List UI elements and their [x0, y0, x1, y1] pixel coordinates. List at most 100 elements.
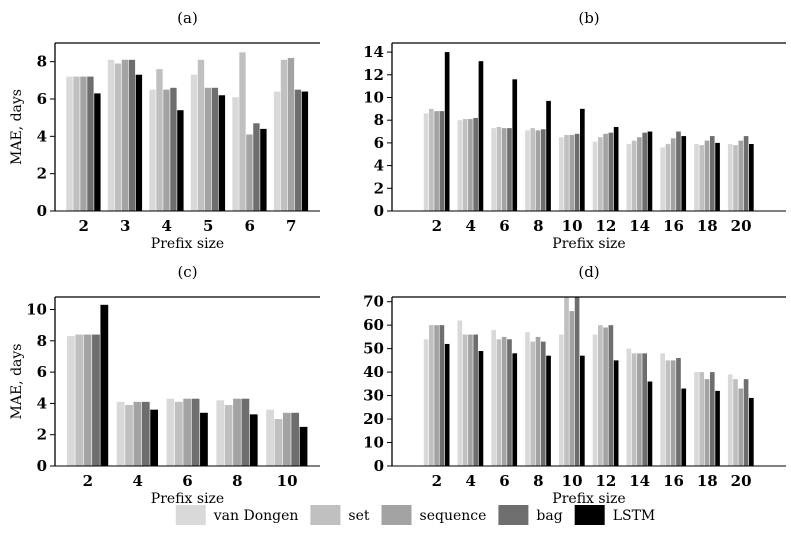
bar-bag-12: [608, 325, 614, 466]
bar-van-dongen-4: [149, 89, 156, 211]
x-tick-label: 18: [697, 472, 718, 490]
bar-lstm-14: [647, 381, 653, 466]
bar-van-dongen-3: [107, 59, 115, 211]
bar-set-16: [665, 144, 671, 211]
bar-set-10: [564, 297, 569, 466]
legend-label-sequence: sequence: [420, 508, 487, 524]
bar-set-12: [597, 325, 603, 466]
bar-van-dongen-10: [558, 137, 564, 211]
x-tick-label: 6: [499, 472, 509, 490]
bar-bag-6: [507, 339, 512, 466]
y-tick-label: 0: [37, 202, 47, 220]
bar-lstm-6: [512, 353, 518, 466]
bar-sequence-12: [603, 327, 608, 466]
x-tick-label: 14: [629, 472, 650, 490]
bar-set-8: [530, 128, 536, 211]
x-tick-label: 14: [629, 217, 650, 235]
bar-lstm-10: [299, 426, 308, 466]
bar-lstm-18: [715, 390, 720, 466]
bars: [423, 297, 754, 467]
bar-sequence-2: [434, 111, 439, 211]
y-tick-label: 10: [363, 88, 384, 106]
bar-bag-2: [87, 76, 94, 211]
y-tick-label: 14: [363, 43, 384, 61]
x-tick-label: 18: [697, 217, 718, 235]
x-tick-label: 6: [499, 217, 509, 235]
bar-bag-8: [241, 398, 250, 466]
bar-set-20: [733, 145, 738, 211]
panel-title: (b): [578, 9, 599, 27]
bar-set-12: [597, 137, 603, 211]
x-tick-label: 8: [533, 217, 543, 235]
bars: [66, 52, 309, 212]
legend-swatch-sequence: [381, 505, 412, 525]
x-tick-label: 3: [120, 217, 130, 235]
bar-sequence-6: [183, 398, 192, 466]
bar-set-4: [462, 334, 468, 466]
bar-sequence-4: [163, 89, 170, 211]
y-tick-label: 0: [374, 457, 384, 475]
bar-lstm-3: [135, 74, 143, 211]
bar-bag-14: [642, 353, 648, 466]
y-tick-label: 4: [37, 394, 47, 412]
bar-lstm-20: [749, 397, 754, 466]
bar-lstm-10: [580, 108, 585, 211]
bar-bag-8: [540, 341, 546, 466]
chart-panel-d: 0 10 20 30 40 50 60 70 2 4 6 8 10 12 14 16 18 20 (d) Prefix…: [363, 263, 786, 507]
bar-bag-14: [642, 132, 648, 211]
bar-set-4: [462, 119, 468, 211]
y-tick-label: 0: [374, 202, 384, 220]
bar-sequence-8: [535, 336, 541, 466]
bar-bag-20: [743, 136, 749, 211]
bar-bag-10: [291, 412, 300, 466]
bar-lstm-6: [200, 412, 208, 466]
bar-set-2: [428, 108, 434, 211]
bar-bag-5: [211, 87, 219, 211]
bar-lstm-6: [260, 128, 267, 211]
bar-van-dongen-8: [216, 400, 225, 466]
bar-lstm-4: [478, 61, 484, 211]
legend-swatch-bag: [498, 505, 529, 525]
bar-set-10: [274, 419, 283, 466]
bar-sequence-2: [434, 325, 439, 466]
bars: [66, 304, 308, 466]
bar-van-dongen-6: [491, 128, 496, 211]
bar-van-dongen-7: [273, 91, 281, 211]
panel-title: (d): [578, 263, 599, 281]
bar-lstm-14: [647, 131, 653, 211]
bar-set-18: [699, 372, 705, 466]
bar-set-7: [280, 59, 288, 211]
bar-set-4: [156, 69, 163, 211]
bar-lstm-20: [749, 144, 754, 211]
x-tick-label: 12: [595, 217, 616, 235]
bar-sequence-16: [670, 360, 676, 467]
y-tick-label: 2: [374, 179, 384, 197]
chart-panel-a: 0 2 4 6 8 2 3 4 5 6 7 (a) Prefix size MAE, days: [9, 9, 320, 252]
bar-sequence-3: [121, 59, 129, 211]
bar-lstm-10: [580, 355, 585, 466]
panel-title: (c): [177, 263, 197, 281]
bar-van-dongen-8: [525, 130, 530, 211]
bar-lstm-4: [177, 110, 184, 211]
bar-set-20: [733, 379, 738, 466]
x-tick-label: 6: [245, 217, 255, 235]
bar-lstm-2: [444, 52, 450, 211]
bar-set-8: [224, 404, 233, 466]
bar-sequence-16: [670, 138, 676, 211]
legend-label-van-dongen: van Dongen: [213, 508, 299, 524]
bar-sequence-18: [704, 379, 710, 466]
bar-set-2: [73, 76, 80, 211]
bar-van-dongen-10: [558, 334, 564, 466]
chart-panel-c: 0 2 4 6 8 10 2 4 6 8 10 (c) Prefix size MAE, days: [9, 263, 320, 507]
bar-sequence-8: [535, 130, 541, 211]
bar-lstm-4: [150, 409, 159, 466]
x-tick-label: 5: [203, 217, 213, 235]
bar-sequence-8: [233, 398, 241, 466]
bar-van-dongen-16: [660, 353, 665, 466]
bar-van-dongen-2: [66, 76, 73, 211]
y-axis-label: MAE, days: [9, 344, 25, 420]
legend-label-bag: bag: [536, 508, 562, 524]
bar-van-dongen-4: [457, 120, 463, 211]
y-tick-label: 10: [363, 434, 384, 452]
